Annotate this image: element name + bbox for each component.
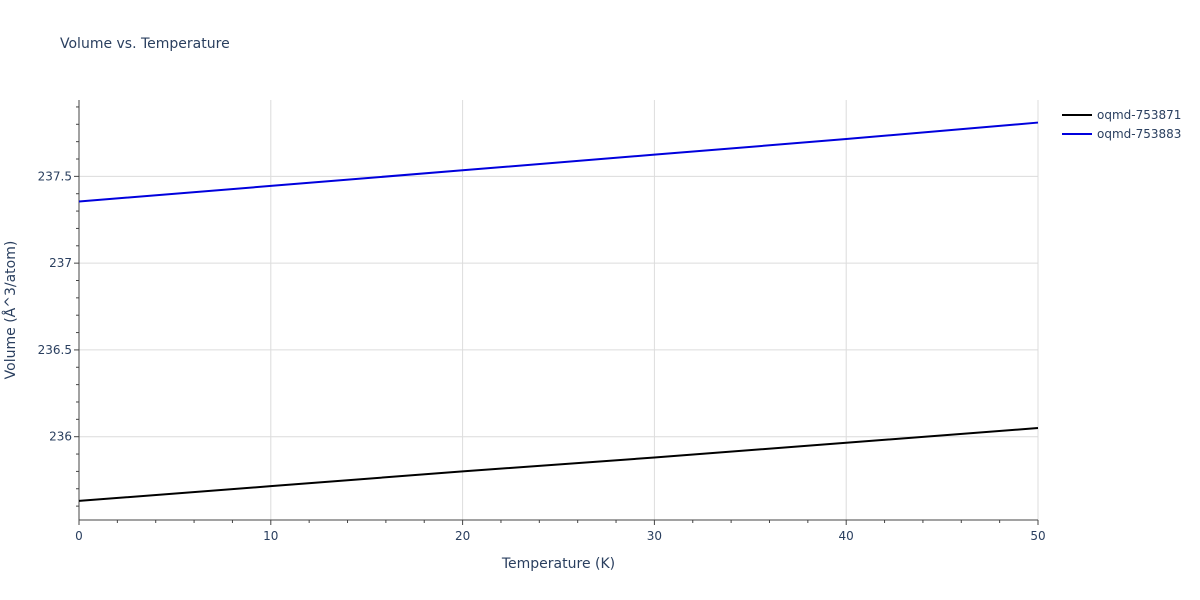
legend[interactable]: oqmd-753871 oqmd-753883 [1062, 108, 1181, 141]
chart-title: Volume vs. Temperature [60, 36, 230, 52]
x-tick-label: 50 [1030, 529, 1045, 543]
legend-item[interactable]: oqmd-753871 [1062, 108, 1181, 122]
x-axis-title: Temperature (K) [501, 556, 615, 572]
y-tick-label: 237 [49, 256, 72, 270]
legend-label: oqmd-753883 [1097, 127, 1181, 141]
series-line-oqmd-753871[interactable] [78, 427, 1039, 502]
legend-item[interactable]: oqmd-753883 [1062, 127, 1181, 141]
x-tick-label: 40 [839, 529, 854, 543]
y-axis-title: Volume (Å^3/atom) [2, 241, 19, 380]
y-tick-label: 236 [49, 430, 72, 444]
y-tick-label: 237.5 [38, 169, 72, 183]
x-tick-label: 10 [263, 529, 278, 543]
series-layer [78, 121, 1039, 502]
legend-label: oqmd-753871 [1097, 108, 1181, 122]
x-tick-label: 20 [455, 529, 470, 543]
x-tick-label: 30 [647, 529, 662, 543]
x-tick-label: 0 [75, 529, 83, 543]
y-tick-label: 236.5 [38, 343, 72, 357]
axis-layer: 0 10 20 30 40 50 236 236.5 237 237.5 [38, 100, 1046, 543]
series-line-oqmd-753883[interactable] [78, 121, 1039, 203]
